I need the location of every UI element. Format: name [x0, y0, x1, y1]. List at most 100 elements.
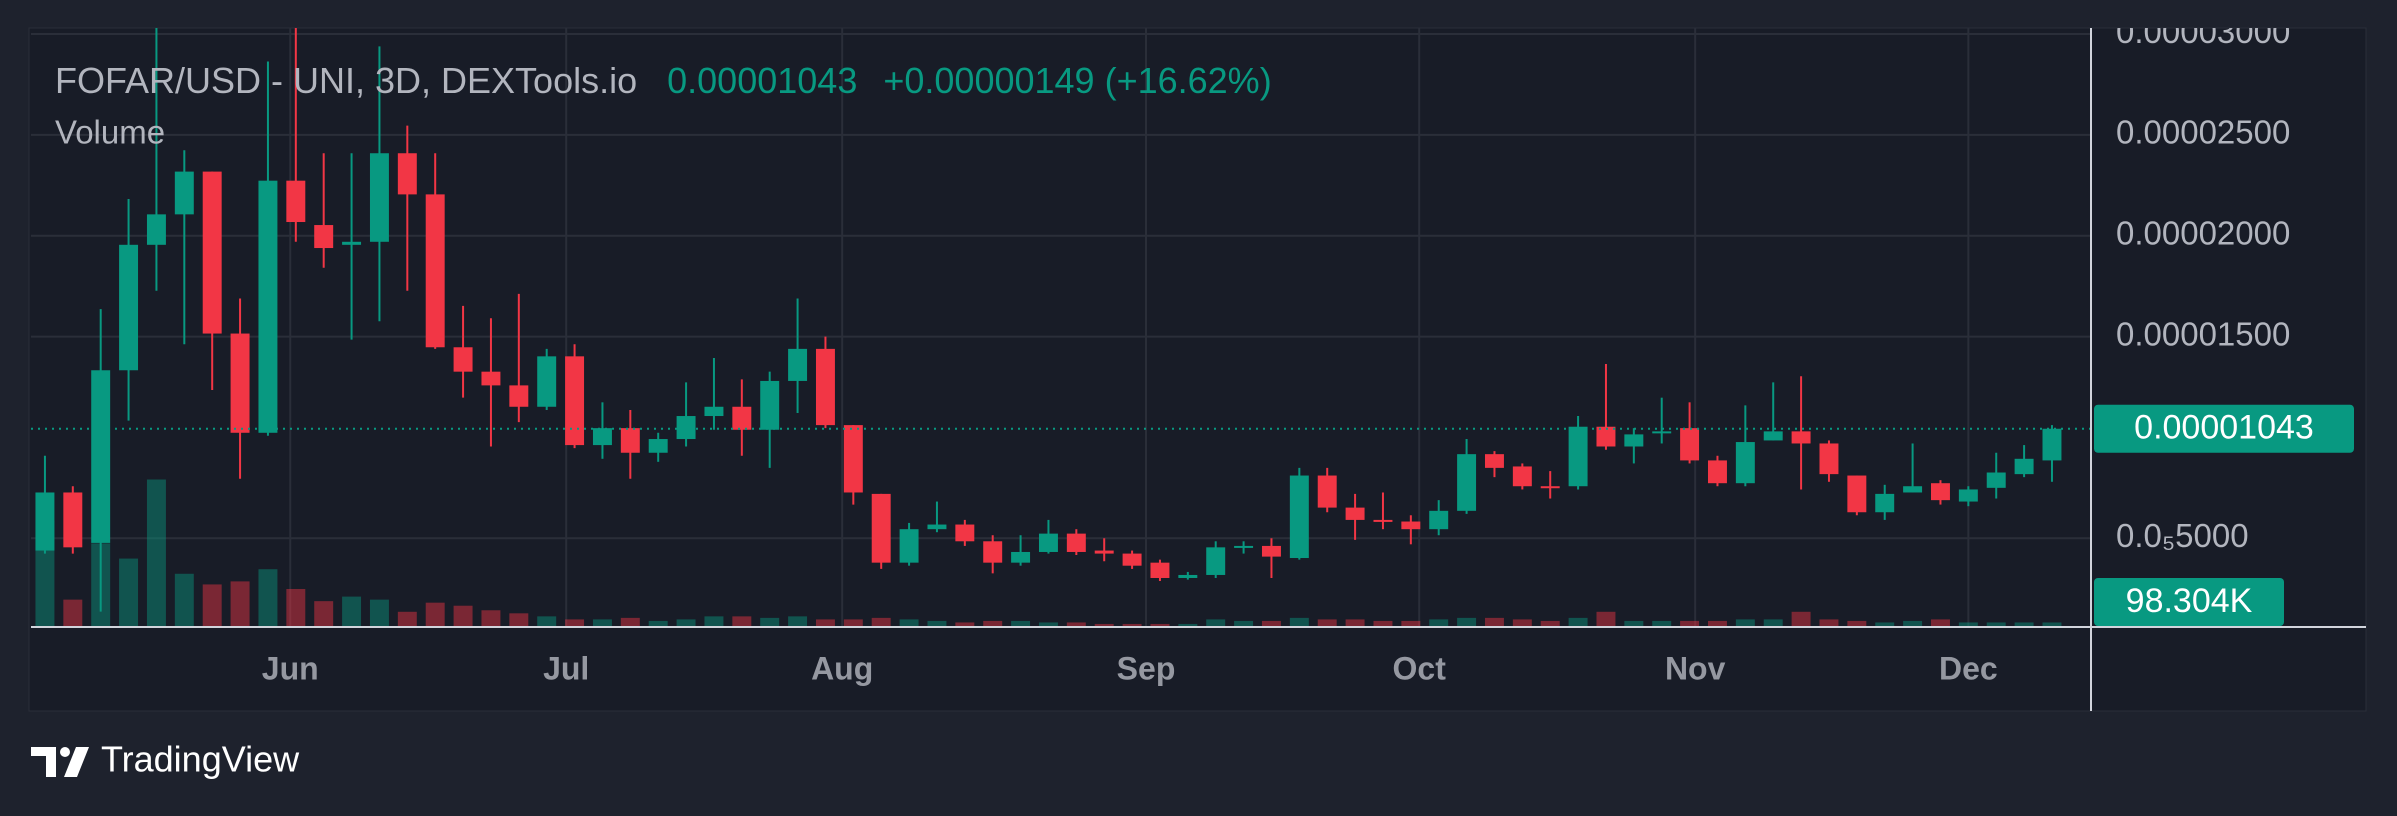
volume-bar: [1930, 619, 1950, 627]
volume-bar: [1540, 620, 1560, 627]
volume-bar: [1624, 620, 1644, 627]
price-tag: [2094, 404, 2354, 453]
candle-body: [592, 428, 612, 446]
candle-body: [63, 492, 83, 548]
volume-bar: [815, 619, 835, 627]
candle-body: [1429, 510, 1449, 530]
volume-bar: [230, 581, 250, 627]
candle-body: [1986, 472, 2006, 488]
volume-bar: [1986, 622, 2006, 627]
candle-body: [1122, 553, 1142, 566]
candle-body: [1234, 545, 1254, 548]
volume-bar: [1178, 623, 1198, 627]
volume-bar: [2042, 622, 2062, 627]
volume-bar: [1373, 620, 1393, 627]
candle-body: [286, 180, 306, 223]
candle-body: [1178, 574, 1198, 578]
volume-bar: [1903, 620, 1923, 627]
volume-bar: [1680, 620, 1700, 627]
volume-bar: [1401, 620, 1421, 627]
header: FOFAR/USD - UNI, 3D, DEXTools.io 0.00001…: [55, 60, 1272, 101]
candle-body: [1512, 466, 1532, 487]
volume-bar: [1038, 622, 1058, 627]
candle-body: [1484, 454, 1504, 468]
candle-body: [258, 180, 278, 433]
x-tick-label: Sep: [1117, 650, 1176, 686]
volume-bar: [1652, 620, 1672, 627]
candle-body: [648, 439, 668, 453]
candle-body: [1819, 443, 1839, 475]
volume-bar: [1150, 623, 1170, 627]
chart-title: FOFAR/USD - UNI, 3D, DEXTools.io: [55, 60, 637, 101]
volume-bar: [1122, 623, 1142, 627]
volume-bar: [592, 619, 612, 627]
candle-body: [2042, 428, 2062, 461]
candle-body: [843, 425, 863, 493]
volume-bar: [397, 611, 417, 627]
candle-body: [1150, 562, 1170, 578]
volume-bar: [453, 605, 473, 627]
candle-body: [369, 153, 389, 242]
candle-body: [1568, 426, 1588, 487]
candle-body: [1401, 521, 1421, 530]
candle-body: [146, 214, 166, 245]
candle-body: [676, 416, 696, 440]
volume-bar: [286, 588, 306, 627]
volume-bar: [899, 619, 919, 627]
volume-bar: [565, 619, 585, 627]
volume-bar: [425, 602, 445, 627]
candle-body: [35, 492, 55, 551]
candle-body: [425, 194, 445, 348]
volume-bar: [843, 619, 863, 627]
volume-bar: [146, 479, 166, 627]
candle-body: [1707, 460, 1727, 484]
candle-body: [704, 406, 724, 417]
volume-bar: [369, 599, 389, 627]
volume-bar: [1345, 619, 1365, 627]
candle-body: [1847, 475, 1867, 513]
candle-body: [1066, 533, 1086, 552]
candle-body: [927, 524, 947, 530]
candle-body: [620, 428, 640, 453]
volume-bar: [202, 584, 222, 627]
volume-bar: [1512, 619, 1532, 627]
candle-body: [1735, 442, 1755, 484]
volume-bar: [1317, 619, 1337, 627]
volume-bar: [1206, 619, 1226, 627]
volume-bar: [63, 599, 83, 627]
candle-body: [202, 171, 222, 334]
price-change: +0.00000149 (+16.62%): [883, 60, 1271, 101]
y-tick-label: 0.00001500: [2116, 315, 2290, 352]
volume-bar: [676, 619, 696, 627]
candle-body: [732, 406, 752, 430]
volume-bar: [704, 616, 724, 627]
grid: [31, 28, 2091, 627]
volume-bar: [1596, 611, 1616, 627]
candle-body: [1038, 533, 1058, 552]
volume-bar: [1429, 619, 1449, 627]
volume-bar: [1735, 619, 1755, 627]
y-tick-label: 0.0₅5000: [2116, 517, 2249, 554]
volume-bar: [620, 617, 640, 627]
volume-bar: [1261, 620, 1281, 627]
volume-bar: [174, 573, 194, 627]
volume-bar: [1484, 617, 1504, 627]
candle-body: [1596, 426, 1616, 447]
candles: [31, 28, 2091, 612]
candle-body: [1763, 431, 1783, 441]
y-tick-label: 0.00003000: [2116, 13, 2290, 50]
volume-title: Volume: [55, 114, 165, 151]
candle-body: [174, 171, 194, 215]
x-tick-label: Jun: [262, 650, 319, 686]
volume-bar: [1234, 620, 1254, 627]
volume-bar: [983, 620, 1003, 627]
candle-body: [1094, 550, 1114, 554]
candle-body: [899, 529, 919, 563]
candle-body: [760, 380, 780, 430]
volume-bar: [1066, 622, 1086, 627]
volume-bar: [732, 616, 752, 627]
volume-bar: [927, 620, 947, 627]
volume-bar: [1958, 622, 1978, 627]
